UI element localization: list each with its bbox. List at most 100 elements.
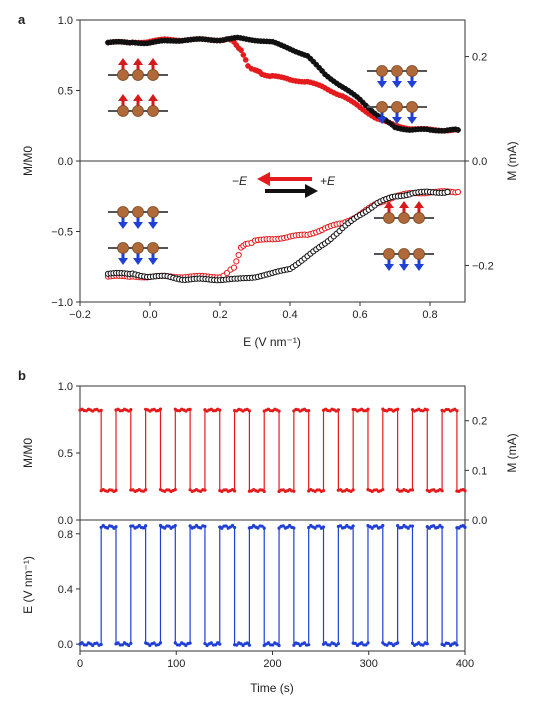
atom	[383, 212, 395, 224]
data-point	[99, 408, 103, 412]
atom	[376, 65, 388, 77]
data-point	[328, 643, 332, 647]
data-point	[95, 641, 99, 645]
panel-b: b 0.0 0.5 1.0 0.0 0.1 0.2 0.0 0.4 0.8 0 100 200 3…	[18, 368, 519, 695]
data-point	[235, 251, 242, 259]
data-point	[432, 524, 436, 528]
data-point	[230, 264, 238, 271]
panel-b-top-y-axis-title-right: M (mA)	[505, 433, 519, 472]
panel-a-series	[104, 34, 462, 284]
data-point	[324, 641, 328, 645]
data-point	[455, 127, 461, 133]
panel-a-y-ticks-right: −0.2 0.0 0.2	[465, 52, 494, 272]
data-point	[343, 525, 347, 530]
data-point	[84, 643, 88, 647]
data-point	[277, 526, 281, 530]
data-point	[247, 643, 251, 647]
data-point	[209, 641, 213, 645]
spin-arrow-head	[148, 222, 158, 229]
panel-a-y-ticks-left: −1.0 −0.5 0.0 0.5 1.0	[51, 15, 80, 309]
panel-b-bottom-y-tick-label-left: 0.8	[58, 529, 73, 541]
data-point	[235, 643, 239, 647]
data-point	[366, 641, 370, 645]
panel-b-top-y-tick-label-left: 0.5	[58, 448, 73, 460]
data-point	[296, 641, 300, 646]
data-point	[262, 489, 266, 494]
data-point	[389, 642, 393, 646]
data-point	[131, 524, 135, 528]
data-point	[277, 409, 281, 413]
spin-arrow-head	[377, 81, 387, 88]
panel-b-top-y-tick-label-right: 0.0	[472, 515, 487, 527]
data-point	[120, 643, 124, 647]
spin-lattice-upper-right-icon	[367, 65, 427, 124]
spin-arrow-head	[392, 81, 402, 88]
spin-arrow-head	[148, 258, 158, 265]
atom	[117, 206, 129, 218]
data-point	[240, 52, 247, 58]
data-point	[374, 524, 379, 528]
legend-minus-e-label: −E	[232, 174, 248, 188]
panel-b-x-tick-label: 100	[167, 658, 185, 670]
spin-arrow-head	[414, 264, 424, 271]
data-point	[313, 526, 317, 530]
data-point	[440, 525, 444, 529]
data-point	[158, 407, 163, 411]
series-b_E	[78, 523, 467, 648]
panel-a-x-ticks: −0.2 0.0 0.2 0.4 0.6 0.8	[69, 302, 438, 321]
data-point	[307, 643, 311, 647]
atom	[391, 101, 403, 113]
data-point	[80, 641, 84, 645]
data-point	[381, 523, 385, 528]
data-point	[245, 641, 249, 645]
panel-a-label: a	[18, 12, 26, 27]
panel-a-x-tick-label: 0.2	[212, 309, 227, 321]
panel-a-y-tick-label-left: −0.5	[51, 227, 73, 239]
atom	[117, 69, 129, 81]
data-point	[444, 188, 451, 196]
data-point	[137, 523, 141, 528]
panel-a-legend: −E +E	[232, 172, 336, 198]
data-point	[220, 526, 224, 530]
data-point	[203, 641, 207, 646]
data-point	[425, 408, 429, 412]
data-point	[203, 488, 207, 492]
data-point	[292, 489, 296, 493]
data-point	[158, 641, 163, 645]
atom	[406, 101, 418, 113]
data-point	[163, 526, 167, 530]
data-point	[238, 47, 244, 54]
spin-arrow-head	[133, 222, 143, 229]
panel-b-x-tick-label: 300	[360, 658, 378, 670]
data-point	[173, 523, 177, 528]
data-point	[454, 188, 462, 196]
panel-b-top-y-tick-label-left: 0.0	[58, 515, 73, 527]
data-point	[218, 408, 222, 412]
data-point	[396, 407, 400, 411]
panel-b-top-y-tick-label-right: 0.1	[472, 465, 487, 477]
spin-arrow-head	[118, 222, 128, 229]
series-lower_black	[104, 188, 451, 284]
series-b_M	[78, 407, 467, 494]
data-point	[307, 526, 311, 530]
atom	[398, 212, 410, 224]
panel-a-x-tick-label: 0.8	[422, 309, 437, 321]
atom	[132, 242, 144, 254]
panel-b-x-axis-title: Time (s)	[250, 681, 294, 695]
panel-a-x-tick-label: −0.2	[69, 309, 91, 321]
data-point	[141, 526, 146, 530]
atom	[117, 105, 129, 117]
data-point	[453, 641, 457, 645]
data-point	[148, 643, 152, 648]
data-point	[260, 524, 264, 528]
data-point	[167, 524, 171, 528]
spin-arrow-head	[399, 264, 409, 271]
atom	[117, 242, 129, 254]
data-point	[218, 642, 222, 646]
spin-arrow-head	[407, 81, 417, 88]
data-point	[285, 525, 290, 529]
data-point	[336, 408, 340, 412]
data-point	[442, 643, 446, 647]
data-point	[152, 641, 156, 645]
